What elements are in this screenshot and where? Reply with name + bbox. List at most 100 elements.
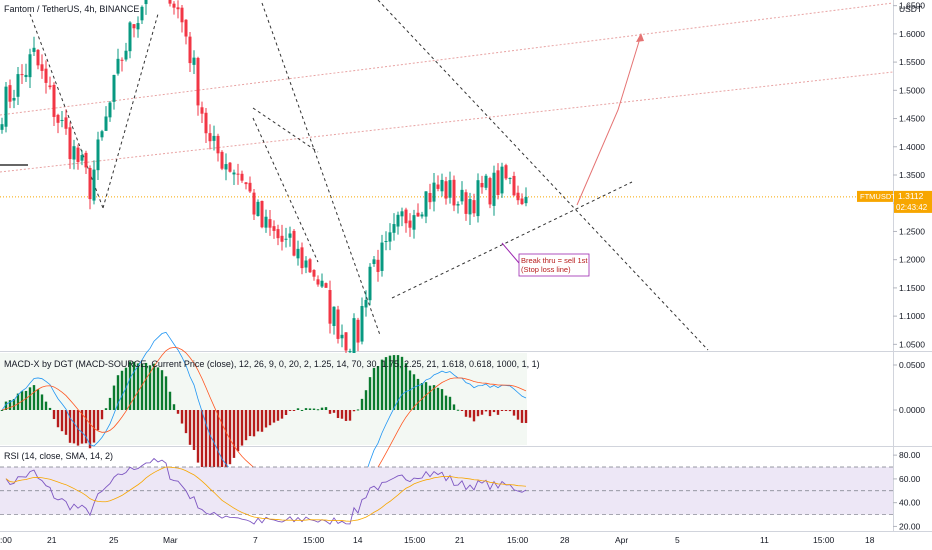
macd-bar [428, 385, 432, 410]
macd-bar [336, 410, 340, 419]
candle-body [68, 127, 72, 160]
candle-body [376, 259, 380, 272]
macd-bar [12, 398, 16, 410]
macd-bar [240, 410, 244, 446]
candle-body [168, 0, 172, 4]
time-tick-label: 21 [455, 535, 465, 545]
macd-bar [108, 397, 112, 410]
candle-body [492, 172, 496, 206]
candle-body [80, 155, 84, 161]
candle-body [336, 309, 340, 339]
price-badge-bg [894, 190, 932, 213]
annotation-line-1: Break thru = sell 1st [521, 256, 588, 265]
candle-body [520, 198, 524, 205]
candle-body [448, 180, 452, 198]
candle-body [288, 233, 292, 238]
candle-body [420, 214, 424, 217]
macd-bar [376, 366, 380, 410]
macd-bar [524, 410, 528, 424]
macd-bar [208, 410, 212, 480]
candle-body [260, 200, 264, 228]
currency-label: USDT [899, 4, 922, 14]
price-tick-label: 1.6500 [899, 1, 925, 11]
macd-bar [176, 410, 180, 414]
time-tick-label: 14 [353, 535, 363, 545]
time-tick-label: 5 [675, 535, 680, 545]
macd-bar [236, 410, 240, 452]
projection-arrow-line [576, 34, 642, 206]
candle-body [36, 49, 40, 66]
macd-bar [392, 355, 396, 410]
symbol-badge: FTMUSDT [860, 192, 896, 201]
candle-body [332, 306, 336, 327]
candle-body [392, 224, 396, 233]
candle-body [424, 191, 428, 217]
candle-body [344, 332, 348, 351]
macd-bar [220, 410, 224, 475]
macd-bar [372, 367, 376, 410]
macd-bar [476, 410, 480, 417]
macd-bar [260, 410, 264, 432]
macd-bar [380, 359, 384, 410]
candle-body [512, 175, 516, 196]
macd-bar [68, 410, 72, 443]
price-tick-label: 1.2500 [899, 226, 925, 236]
rsi-tick-label: 20.00 [899, 521, 921, 531]
symbol-title: Fantom / TetherUS, 4h, BINANCE [4, 4, 140, 14]
macd-bar [56, 410, 60, 428]
time-tick-label: 7 [253, 535, 258, 545]
candle-body [488, 178, 492, 205]
macd-bar [328, 410, 332, 414]
macd-bar [324, 407, 328, 410]
candle-body [208, 133, 212, 142]
macd-bar [340, 410, 344, 419]
candle-body [12, 98, 16, 101]
macd-bar [168, 391, 172, 410]
candle-body [84, 152, 88, 168]
candle-body [272, 226, 276, 231]
candle-body [504, 165, 508, 179]
candle-body [240, 173, 244, 181]
candle-body [236, 173, 240, 175]
candle-body [224, 164, 228, 170]
time-tick-label: 11 [760, 535, 769, 545]
candle-body [128, 22, 132, 52]
macd-histogram [0, 355, 528, 480]
macd-bar [224, 410, 228, 470]
macd-bar [396, 355, 400, 410]
price-tick-label: 1.0500 [899, 339, 925, 349]
macd-bar [116, 375, 120, 410]
candle-body [352, 318, 356, 354]
candle-body [524, 196, 528, 204]
candle-body [460, 189, 464, 202]
candle-body [200, 107, 204, 114]
macd-bar [192, 410, 196, 450]
channel-lower-line [0, 71, 894, 173]
macd-bar [420, 383, 424, 410]
candle-body [56, 114, 60, 123]
macd-bar [404, 363, 408, 410]
macd-bar [284, 410, 288, 415]
candle-body [140, 6, 144, 21]
candle-body [96, 139, 100, 171]
candle-body [136, 23, 140, 30]
candle-body [196, 57, 200, 106]
macd-bar [304, 408, 308, 410]
macd-bar [4, 401, 8, 410]
candle-body [132, 24, 136, 29]
macd-bar [184, 410, 188, 434]
macd-tick-label: 0.0500 [899, 360, 925, 370]
macd-bar [48, 407, 52, 410]
candle-body [248, 182, 252, 192]
time-tick-label: 15:00 [813, 535, 835, 545]
candle-body [32, 47, 36, 52]
candle-body [396, 214, 400, 227]
macd-bar [352, 410, 356, 412]
macd-title: MACD-X by DGT (MACD-SOURCE, Current Pric… [4, 359, 540, 369]
macd-bar [480, 410, 484, 415]
candle-body [20, 74, 24, 76]
macd-bar [444, 395, 448, 410]
macd-bar [228, 410, 232, 465]
candle-body [452, 179, 456, 206]
